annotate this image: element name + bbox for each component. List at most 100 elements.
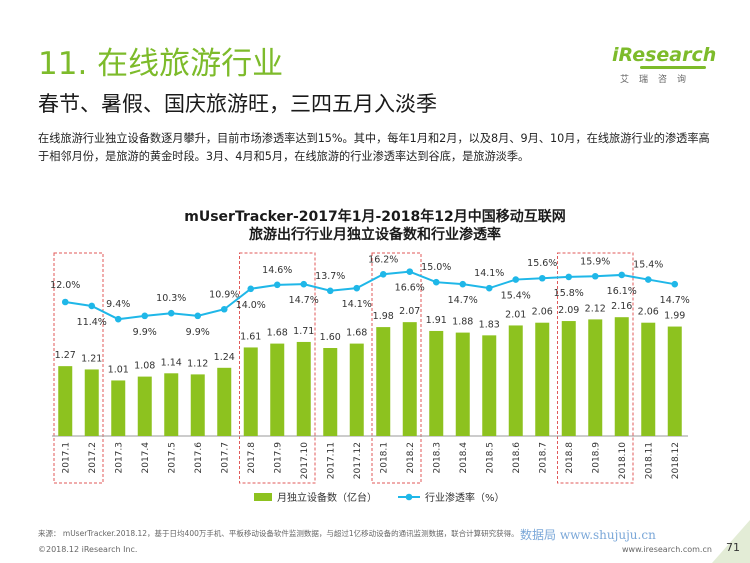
line-point: [538, 274, 546, 282]
bar: [270, 343, 285, 436]
x-tick-label: 2018.9: [591, 442, 601, 474]
bar-value-label: 2.09: [558, 305, 579, 316]
line-value-label: 10.9%: [209, 289, 239, 300]
corner-decoration: [712, 520, 750, 563]
x-tick-label: 2018.10: [618, 442, 628, 479]
penetration-line: [65, 270, 675, 321]
line-value-label: 9.9%: [186, 327, 210, 338]
line-value-label: 14.1%: [474, 268, 504, 279]
bar-value-label: 1.27: [55, 350, 76, 361]
logo-subtitle: 艾瑞咨询: [620, 75, 697, 85]
bar-value-label: 1.88: [452, 317, 473, 328]
bar: [84, 369, 99, 436]
highlight-box: [239, 252, 316, 484]
line-point: [194, 312, 202, 320]
bar: [588, 319, 603, 436]
line-point: [591, 272, 599, 280]
bar: [641, 322, 656, 436]
line-point: [167, 309, 175, 317]
bar-value-label: 1.01: [108, 364, 129, 375]
x-tick-label: 2018.11: [644, 442, 654, 479]
line-value-label: 15.6%: [527, 258, 557, 269]
line-value-label: 14.6%: [262, 265, 292, 276]
bar: [667, 326, 682, 436]
bar: [614, 317, 629, 436]
bar: [376, 327, 391, 436]
line-value-label: 13.7%: [315, 271, 345, 282]
bar: [402, 322, 417, 436]
line-value-label: 15.4%: [633, 260, 663, 271]
x-tick-label: 2017.2: [88, 442, 98, 474]
line-point: [565, 273, 573, 281]
bar-value-label: 1.68: [346, 328, 367, 339]
bar-value-label: 2.06: [532, 307, 553, 318]
bar-value-label: 1.61: [240, 331, 261, 342]
x-tick-label: 2018.7: [538, 442, 548, 474]
bar-value-label: 1.14: [161, 357, 182, 368]
line-value-label: 14.7%: [289, 295, 319, 306]
line-value-label: 16.6%: [395, 283, 425, 294]
line-point: [300, 280, 308, 288]
legend-marker-line: [405, 493, 413, 501]
line-value-label: 11.4%: [77, 317, 107, 328]
x-tick-label: 2017.6: [194, 442, 204, 474]
footer-copyright: ©2018.12 iResearch Inc.: [38, 545, 138, 554]
line-point: [644, 276, 652, 283]
bar: [455, 332, 470, 436]
line-point: [247, 285, 255, 293]
x-tick-label: 2017.9: [273, 442, 283, 474]
line-value-label: 15.0%: [421, 262, 451, 273]
section-title: 11. 在线旅游行业: [38, 46, 284, 82]
x-tick-label: 2017.3: [114, 442, 124, 474]
bar: [349, 343, 364, 436]
bar: [137, 376, 152, 436]
line-point: [379, 270, 387, 278]
bar: [296, 341, 311, 436]
x-tick-label: 2017.1: [61, 442, 71, 474]
highlight-box: [53, 252, 104, 484]
bar: [190, 374, 205, 436]
highlight-box: [371, 252, 422, 484]
x-tick-label: 2017.12: [353, 442, 363, 479]
line-point: [141, 312, 149, 320]
line-value-label: 16.1%: [607, 286, 637, 297]
iresearch-logo: iResearch 艾瑞咨询: [612, 44, 716, 85]
bar-value-label: 1.99: [664, 311, 685, 322]
line-point: [220, 305, 228, 313]
line-point: [618, 271, 626, 279]
headline: 春节、暑假、国庆旅游旺，三四五月入淡季: [38, 92, 437, 116]
bar: [217, 367, 232, 436]
line-point: [512, 276, 520, 283]
x-tick-label: 2017.7: [220, 442, 230, 474]
bar: [482, 335, 497, 436]
line-value-label: 15.8%: [554, 288, 584, 299]
description: 在线旅游行业独立设备数逐月攀升，目前市场渗透率达到15%。其中，每年1月和2月，…: [38, 132, 710, 163]
bar: [535, 322, 550, 436]
legend-label-bars: 月独立设备数（亿台）: [277, 491, 377, 504]
x-tick-label: 2017.5: [167, 442, 177, 474]
line-point: [459, 280, 467, 288]
x-tick-label: 2017.11: [326, 442, 336, 479]
line-point: [671, 280, 679, 288]
line-point: [432, 278, 440, 286]
bar: [323, 348, 338, 436]
bar: [429, 330, 444, 436]
watermark: 数据局 www.shujuju.cn: [520, 528, 656, 542]
line-point: [485, 284, 493, 292]
bar-value-label: 1.68: [267, 328, 288, 339]
x-tick-label: 2018.8: [565, 442, 575, 474]
legend-swatch-bars: [254, 493, 272, 501]
line-value-label: 9.4%: [106, 299, 130, 310]
line-value-label: 9.9%: [133, 327, 157, 338]
footer-source: 来源： mUserTracker.2018.12，基于日均400万手机、平板移动…: [38, 529, 519, 538]
bar-value-label: 2.01: [505, 309, 526, 320]
x-tick-label: 2017.4: [141, 442, 151, 474]
bar: [243, 347, 258, 436]
line-point: [326, 287, 334, 295]
bar-value-label: 1.08: [134, 361, 155, 372]
x-tick-label: 2018.6: [512, 442, 522, 474]
bar-value-label: 1.83: [479, 319, 500, 330]
line-value-label: 14.1%: [342, 299, 372, 310]
line-value-label: 14.7%: [448, 295, 478, 306]
line-value-label: 14.0%: [236, 300, 266, 311]
